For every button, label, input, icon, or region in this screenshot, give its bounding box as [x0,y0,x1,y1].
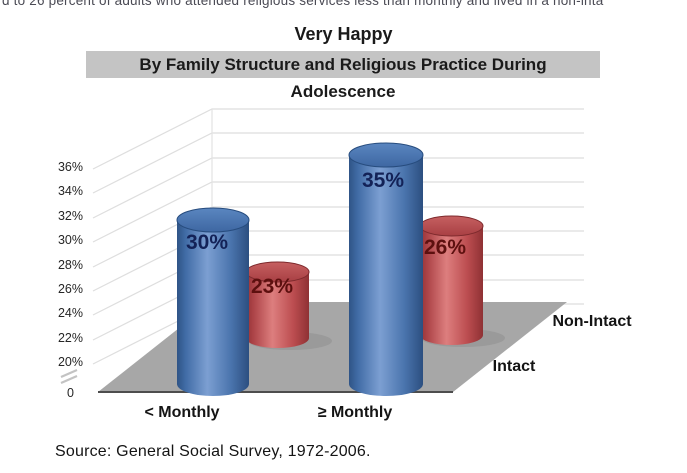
y-tick-20: 20% [57,355,83,369]
series-label-non-intact: Non-Intact [552,313,632,330]
y-tick-22: 22% [57,331,83,345]
value-label-intact-ge-monthly: 35% [361,169,405,192]
cylinder-intact-ge-monthly [348,142,424,396]
y-tick-36: 36% [57,160,83,174]
y-tick-30: 30% [57,233,83,247]
y-tick-26: 26% [57,282,83,296]
y-tick-24: 24% [57,306,83,320]
value-label-nonintact-ge-monthly: 26% [423,236,467,259]
y-tick-28: 28% [57,258,83,272]
axis-break-icon [60,368,78,385]
clipped-caption-text: d to 26 percent of adults who attended r… [2,0,604,8]
cylinder-intact-lt-monthly [176,207,250,396]
category-label-lt-monthly: < Monthly [144,404,220,421]
cylinder-nonintact-lt-monthly [245,261,310,348]
chart-floor [98,302,567,392]
chart-title: Very Happy [294,24,393,44]
y-tick-34: 34% [57,184,83,198]
source-note: Source: General Social Survey, 1972-2006… [55,443,371,460]
value-label-nonintact-lt-monthly: 23% [250,275,294,298]
y-tick-zero: 0 [67,386,74,400]
y-tick-32: 32% [57,209,83,223]
chart-subtitle-band: By Family Structure and Religious Practi… [86,51,600,101]
value-label-intact-lt-monthly: 30% [185,231,229,254]
category-label-ge-monthly: ≥ Monthly [317,404,393,421]
series-label-intact: Intact [492,358,536,375]
